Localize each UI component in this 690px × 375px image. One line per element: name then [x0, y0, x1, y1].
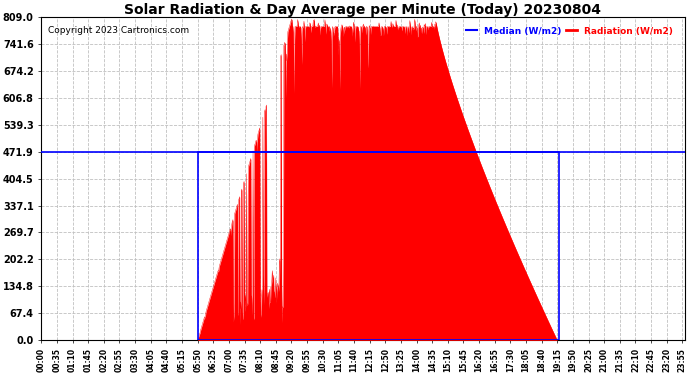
- Bar: [197, 152, 560, 340]
- Legend: Median (W/m2), Radiation (W/m2): Median (W/m2), Radiation (W/m2): [463, 23, 677, 39]
- Text: Copyright 2023 Cartronics.com: Copyright 2023 Cartronics.com: [48, 27, 189, 36]
- Title: Solar Radiation & Day Average per Minute (Today) 20230804: Solar Radiation & Day Average per Minute…: [124, 3, 602, 17]
